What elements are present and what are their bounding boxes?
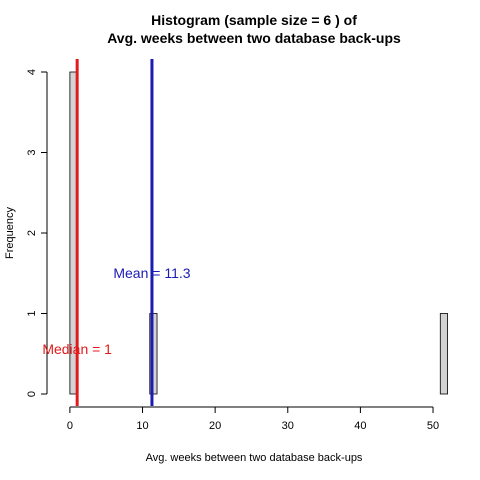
x-axis-label: Avg. weeks between two database back-ups	[146, 452, 363, 464]
x-tick-label: 50	[427, 420, 439, 432]
histogram-bars	[69, 71, 448, 395]
chart-title-line-1: Histogram (sample size = 6 ) of	[151, 12, 357, 28]
y-tick-label: 1	[26, 310, 38, 316]
y-axis: 0 1 2 3 4	[26, 69, 48, 397]
y-tick-label: 4	[26, 69, 38, 75]
mean-label: Mean = 11.3	[113, 265, 190, 281]
reference-lines: Median = 1 Mean = 11.3	[42, 59, 191, 406]
histogram-bar	[439, 313, 448, 395]
x-tick-label: 0	[67, 420, 73, 432]
median-label: Median = 1	[42, 341, 112, 357]
y-axis-label: Frequency	[4, 207, 16, 259]
x-tick-label: 40	[354, 420, 366, 432]
y-tick-label: 0	[26, 391, 38, 397]
x-tick-label: 10	[136, 420, 148, 432]
chart-title-line-2: Avg. weeks between two database back-ups	[107, 30, 401, 46]
y-tick-label: 3	[26, 149, 38, 155]
x-tick-label: 30	[282, 420, 294, 432]
x-axis: 0 10 20 30 40 50	[67, 406, 439, 432]
x-tick-label: 20	[209, 420, 221, 432]
y-tick-label: 2	[26, 230, 38, 236]
